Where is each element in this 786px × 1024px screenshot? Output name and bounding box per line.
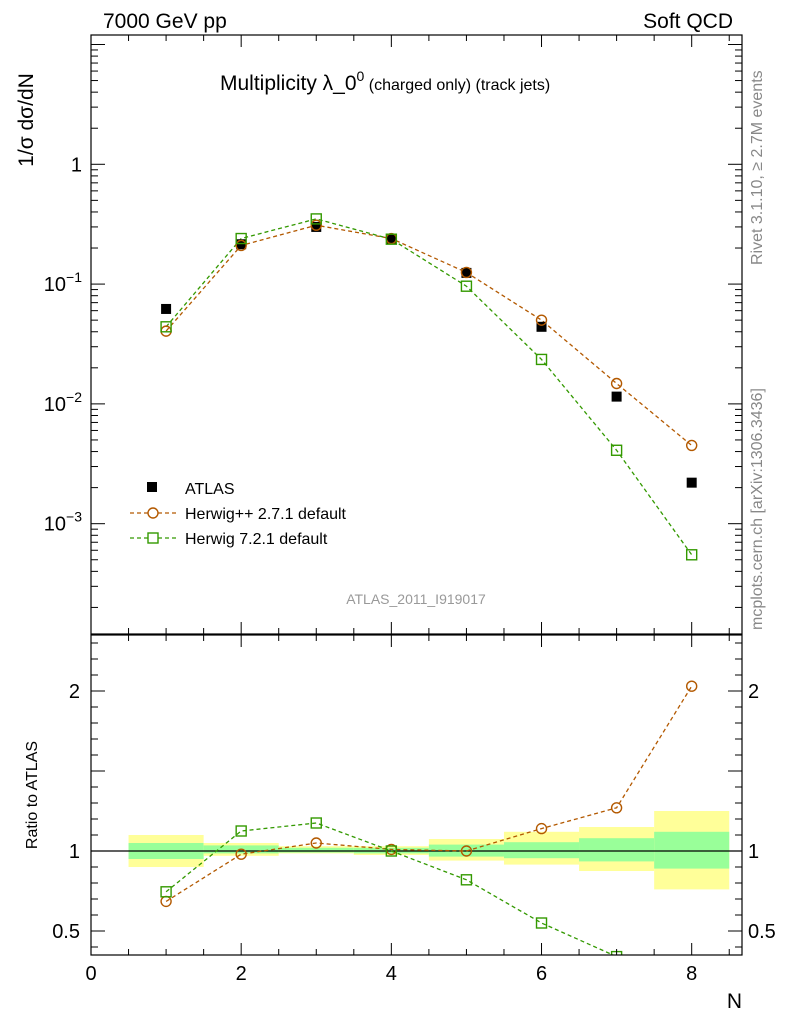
top-herwigpp-point-2 <box>235 239 247 252</box>
top-herwigpp-point-3 <box>310 219 322 231</box>
analysis-tag: ATLAS_2011_I919017 <box>346 591 486 607</box>
axis-ticks <box>90 35 742 955</box>
bottom-y-tick-label-right: 0.5 <box>748 921 776 943</box>
plot-title: Multiplicity λ_00 (charged only) (track … <box>220 68 550 95</box>
tick-label-base: 10 <box>44 514 66 536</box>
bottom-y-tick-label-left: 2 <box>69 681 80 703</box>
top-y-tick-label: 10−1 <box>44 269 82 296</box>
x-tick-label: 0 <box>85 963 96 985</box>
title-sup: 0 <box>357 68 365 84</box>
top-herwig7-point-5 <box>460 280 473 292</box>
title-main: Multiplicity λ_0 <box>220 72 357 95</box>
tick-label-base: 10 <box>44 394 66 416</box>
top-atlas-point-1 <box>161 303 172 314</box>
top-herwig7-point-4 <box>385 233 398 245</box>
top-atlas-point-3 <box>311 221 322 232</box>
bottom-frame <box>90 634 743 956</box>
ratio-band-inner-6 <box>503 842 580 859</box>
ratio-herwig7-point-3 <box>310 817 322 829</box>
top-frame <box>90 34 743 635</box>
top-atlas-point-4 <box>386 233 397 244</box>
ratio-herwigpp-point-5 <box>460 845 473 857</box>
top-atlas-point-7 <box>611 391 622 402</box>
ratio-band-inner-7 <box>579 838 655 862</box>
top-herwigpp-point-5 <box>460 266 473 279</box>
bottom-y-tick-label-right: 2 <box>748 681 759 703</box>
top-atlas-point-6 <box>536 321 547 332</box>
x-tick-label: 6 <box>536 963 547 985</box>
axis-tick-labels: 0 2 4 6 810−310−210−110.5 0.51 12 2 <box>44 154 776 985</box>
tick-label-exponent: −1 <box>66 269 82 285</box>
bottom-y-tick-label-left: 1 <box>69 841 80 863</box>
top-y-tick-label: 10−3 <box>44 509 82 536</box>
top-y-tick-label: 10−2 <box>44 389 82 416</box>
top-herwigpp-point-7 <box>610 377 623 390</box>
top-herwigpp-point-8 <box>685 439 698 452</box>
tick-label-exponent: −2 <box>66 389 82 405</box>
header-right: Soft QCD <box>643 10 733 33</box>
top-y-axis-label: 1/σ dσ/dN <box>15 73 38 167</box>
bottom-series <box>160 680 698 955</box>
legend-herwigpp-marker <box>147 507 159 519</box>
top-herwigpp-point-6 <box>535 314 548 326</box>
ratio-herwig7-point-6 <box>535 917 548 929</box>
legend: ATLAS Herwig++ 2.7.1 default Herwig 7.2.… <box>130 481 347 548</box>
bottom-bands <box>128 811 730 890</box>
ratio-band-inner-3 <box>278 847 354 853</box>
tick-label-exponent: −3 <box>66 509 82 525</box>
top-atlas-point-8 <box>686 477 697 488</box>
x-tick-label: 8 <box>686 963 697 985</box>
ratio-herwigpp-point-6 <box>535 822 548 835</box>
legend-herwigpp-label: Herwig++ 2.7.1 default <box>185 506 347 523</box>
top-herwig7-line <box>165 218 693 556</box>
legend-herwig7-marker <box>147 532 159 544</box>
ratio-herwigpp-point-2 <box>235 848 247 860</box>
title-small: (charged only) (track jets) <box>364 77 550 94</box>
ratio-herwigpp-point-3 <box>310 837 322 849</box>
bottom-y-axis-label: Ratio to ATLAS <box>24 741 41 849</box>
top-atlas-point-5 <box>461 267 472 278</box>
mcplots-source-label: mcplots.cern.ch [arXiv:1306.3436] <box>749 388 766 630</box>
top-series <box>160 213 698 561</box>
top-atlas-point-2 <box>236 239 247 250</box>
ratio-band-inner-8 <box>654 831 730 869</box>
top-y-tick-label: 1 <box>71 154 82 176</box>
ratio-herwig7-point-5 <box>460 874 473 886</box>
ratio-herwigpp-point-7 <box>610 802 623 814</box>
ratio-herwig7-point-2 <box>235 825 247 837</box>
top-herwig7-point-3 <box>310 213 322 225</box>
rivet-version-label: Rivet 3.1.10, ≥ 2.7M events <box>749 70 766 265</box>
legend-atlas-marker <box>147 482 157 492</box>
ratio-herwigpp-point-8 <box>685 680 698 692</box>
ratio-herwig7-point-1 <box>160 886 172 898</box>
top-herwig7-point-7 <box>610 444 623 456</box>
top-herwig7-point-2 <box>235 232 247 245</box>
header-left: 7000 GeV pp <box>103 10 227 33</box>
x-axis-label: N <box>727 990 742 1013</box>
top-herwig7-point-8 <box>685 549 698 561</box>
ratio-herwig7-point-4 <box>385 845 398 857</box>
tick-label-base: 10 <box>44 274 66 296</box>
legend-atlas-label: ATLAS <box>185 481 235 498</box>
x-tick-label: 4 <box>386 963 397 985</box>
ratio-herwigpp-line <box>165 685 693 902</box>
top-herwig7-point-1 <box>160 321 172 333</box>
legend-herwig7-label: Herwig 7.2.1 default <box>185 531 328 548</box>
bottom-y-tick-label-right: 1 <box>748 841 759 863</box>
top-herwigpp-line <box>165 224 693 446</box>
x-tick-label: 2 <box>236 963 247 985</box>
top-herwig7-point-6 <box>535 353 548 366</box>
bottom-y-tick-label-left: 0.5 <box>52 921 80 943</box>
